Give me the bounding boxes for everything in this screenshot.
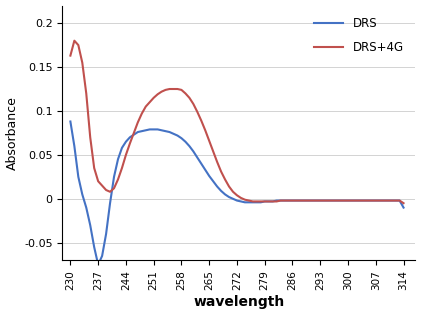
Y-axis label: Absorbance: Absorbance [5,96,19,170]
DRS [187,144,192,148]
DRS+4G [72,39,77,43]
DRS [401,206,406,209]
DRS+4G [238,196,243,200]
DRS+4G [128,141,133,145]
DRS [238,199,243,203]
DRS [171,132,176,136]
Line: DRS: DRS [70,122,404,265]
DRS+4G [187,96,192,100]
DRS [96,263,101,266]
DRS+4G [175,87,180,91]
DRS [68,120,73,123]
Line: DRS+4G: DRS+4G [70,41,404,203]
DRS+4G [171,87,176,91]
DRS+4G [401,201,406,205]
X-axis label: wavelength: wavelength [193,295,285,309]
DRS+4G [68,54,73,58]
DRS [175,134,180,137]
DRS [385,199,390,203]
Legend: DRS, DRS+4G: DRS, DRS+4G [308,11,410,60]
DRS+4G [385,199,390,203]
DRS [128,135,133,139]
